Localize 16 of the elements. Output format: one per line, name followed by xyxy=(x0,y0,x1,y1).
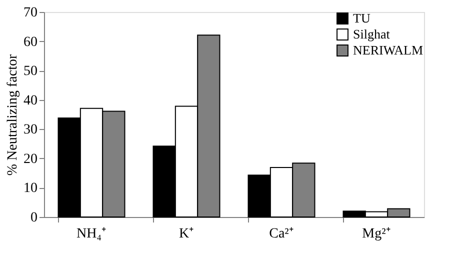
y-tick-label: 30 xyxy=(24,122,38,138)
x-tick-label: NH₄⁺ xyxy=(76,226,107,242)
y-tick-label: 10 xyxy=(24,181,38,196)
y-tick-label: 50 xyxy=(24,64,38,80)
y-tick-label: 60 xyxy=(24,34,38,50)
legend-label: TU xyxy=(353,10,371,26)
y-tick-label: 40 xyxy=(24,93,38,108)
x-tick-label: Ca²⁺ xyxy=(269,226,294,242)
legend-label: Silghat xyxy=(353,26,390,42)
y-axis-title: % Neutralizing factor xyxy=(6,54,20,176)
x-tick-label: Mg²⁺ xyxy=(362,226,391,242)
legend-label: NERIWALM xyxy=(353,42,424,58)
y-tick-label: 20 xyxy=(24,152,38,167)
x-tick-label: K⁺ xyxy=(178,226,194,242)
y-tick-label: 70 xyxy=(24,6,38,20)
y-tick-label: 0 xyxy=(30,210,38,226)
